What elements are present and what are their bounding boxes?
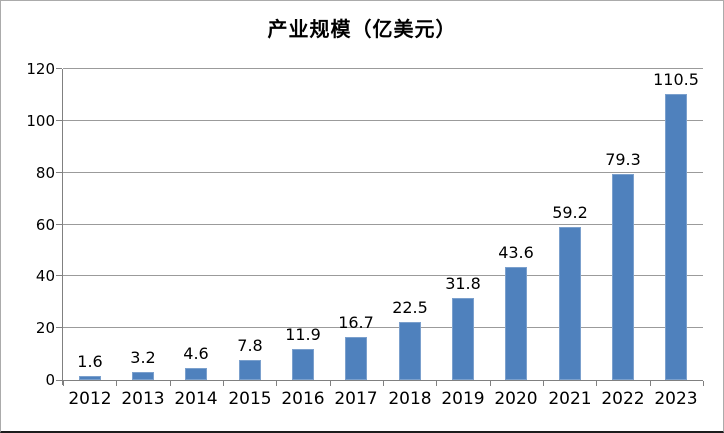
x-axis-tick <box>170 381 171 386</box>
gridline-20 <box>63 327 703 329</box>
y-tick-label-80: 80 <box>35 163 55 182</box>
gridline-100 <box>63 119 703 121</box>
y-axis-tick <box>56 119 62 121</box>
bar-2012 <box>79 376 101 380</box>
x-tick-label-2019: 2019 <box>441 389 485 409</box>
y-tick-label-100: 100 <box>26 111 55 130</box>
bar-value-label-2020: 43.6 <box>498 243 534 262</box>
x-axis-tick <box>383 381 384 386</box>
gridline-120 <box>63 68 703 69</box>
bar-2015 <box>239 360 261 380</box>
bar-value-label-2014: 4.6 <box>183 344 209 363</box>
bar-value-label-2018: 22.5 <box>392 298 428 317</box>
bar-2020 <box>505 267 527 380</box>
x-tick-label-2016: 2016 <box>281 389 325 409</box>
x-axis-line <box>62 380 703 381</box>
x-tick-label-2017: 2017 <box>334 389 378 409</box>
x-tick-label-2014: 2014 <box>174 389 218 409</box>
chart-title: 产业规模（亿美元） <box>267 17 457 41</box>
y-axis-line <box>62 69 63 385</box>
bar-value-label-2022: 79.3 <box>605 150 641 169</box>
x-axis-tick <box>436 381 437 386</box>
bar-2018 <box>399 322 421 380</box>
y-axis-tick <box>56 223 62 225</box>
bar-2022 <box>612 174 634 380</box>
bar-2023 <box>665 94 687 380</box>
bar-value-label-2017: 16.7 <box>338 313 374 332</box>
y-axis-tick <box>56 275 62 277</box>
y-tick-label-20: 20 <box>35 319 55 338</box>
gridline-80 <box>63 171 703 173</box>
bar-value-label-2016: 11.9 <box>285 325 321 344</box>
x-tick-label-2018: 2018 <box>388 389 432 409</box>
bar-2017 <box>345 337 367 380</box>
bar-2014 <box>185 368 207 380</box>
x-axis-tick <box>650 381 651 386</box>
x-tick-label-2023: 2023 <box>654 389 698 409</box>
bar-2019 <box>452 298 474 380</box>
x-tick-label-2020: 2020 <box>494 389 538 409</box>
bar-2021 <box>559 227 581 380</box>
x-axis-tick <box>116 381 117 386</box>
y-tick-label-0: 0 <box>45 371 55 389</box>
x-axis-tick <box>596 381 597 386</box>
x-tick-label-2022: 2022 <box>601 389 645 409</box>
y-axis-tick <box>56 171 62 173</box>
x-axis-tick <box>490 381 491 386</box>
bar-value-label-2019: 31.8 <box>445 274 481 293</box>
y-axis-tick <box>56 68 62 69</box>
y-axis-tick <box>56 380 62 381</box>
x-axis-tick <box>276 381 277 386</box>
plot-area: 0 20 40 60 80 100 120 1.6 2012 3.2 2013 4.6 2014 7.8 2… <box>26 60 704 409</box>
bar-value-label-2021: 59.2 <box>552 203 588 222</box>
x-tick-label-2013: 2013 <box>121 389 165 409</box>
x-tick-label-2015: 2015 <box>228 389 272 409</box>
x-tick-label-2021: 2021 <box>548 389 592 409</box>
y-tick-label-40: 40 <box>35 267 55 286</box>
x-axis-tick <box>543 381 544 386</box>
y-tick-label-120: 120 <box>26 60 55 78</box>
bar-2016 <box>292 349 314 380</box>
gridline-40 <box>63 275 703 277</box>
gridline-60 <box>63 223 703 225</box>
x-tick-label-2012: 2012 <box>68 389 112 409</box>
x-axis-tick <box>703 381 704 386</box>
bar-value-label-2023: 110.5 <box>653 70 699 89</box>
bar-value-label-2013: 3.2 <box>130 348 156 367</box>
bar-2013 <box>132 372 154 380</box>
bar-value-label-2012: 1.6 <box>77 352 103 371</box>
y-axis-tick <box>56 327 62 329</box>
x-axis-tick <box>63 381 64 386</box>
x-axis-tick <box>330 381 331 386</box>
bar-value-label-2015: 7.8 <box>237 336 263 355</box>
y-tick-label-60: 60 <box>35 215 55 234</box>
x-axis-tick <box>223 381 224 386</box>
